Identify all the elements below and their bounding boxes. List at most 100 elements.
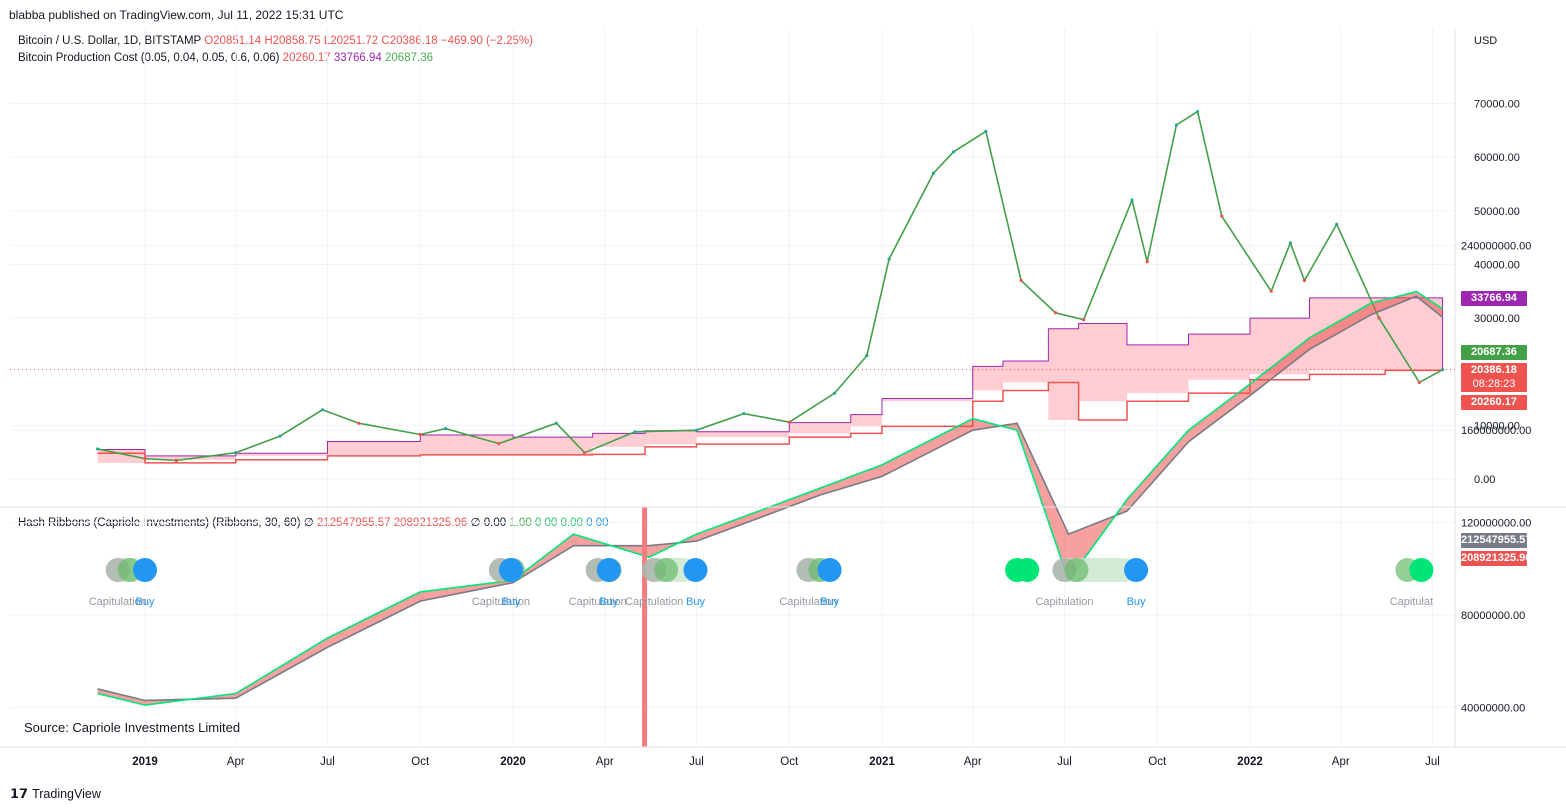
price-tick-label: 40000.00 <box>1474 259 1520 271</box>
grid-lines <box>10 28 1455 747</box>
hash-tick-label: 80000000.00 <box>1461 610 1525 622</box>
time-tick-label: 2019 <box>132 756 158 768</box>
price-point <box>1130 198 1134 202</box>
change-value: −469.90 (−2.25%) <box>440 35 533 47</box>
pc-value-low: 20260.17 <box>282 52 331 64</box>
time-tick-label: 2022 <box>1237 756 1263 768</box>
time-tick-label: 2021 <box>869 756 895 768</box>
price-tick-label: 0.00 <box>1474 474 1495 486</box>
pc-high-tag: 33766.94 <box>1461 291 1527 306</box>
price-point <box>742 411 746 416</box>
capitulation-label: Capitulation <box>472 596 530 608</box>
time-tick-label: Oct <box>411 756 430 768</box>
price-line <box>97 110 1443 462</box>
pc-mid-tag: 20687.36 <box>1461 345 1527 360</box>
time-tick-label: Apr <box>964 756 982 768</box>
price-tick-label: 30000.00 <box>1474 313 1520 325</box>
signal-green-dot <box>1409 558 1434 582</box>
price-point <box>887 257 891 261</box>
symbol-label[interactable]: Bitcoin / U.S. Dollar, 1D, BITSTAMP <box>18 35 201 47</box>
price-point <box>984 129 988 134</box>
buy-label: Buy <box>501 596 520 608</box>
time-tick-label: Jul <box>320 756 335 768</box>
recovery-dot <box>1064 558 1089 582</box>
signal-green-dot <box>1015 558 1040 582</box>
buy-dot <box>133 558 157 582</box>
last-price-tag: 20386.18 <box>1461 363 1527 378</box>
tradingview-brand: TradingView <box>32 787 101 801</box>
hash-slow-tag: 208921325.96 <box>1461 551 1532 566</box>
price-point <box>554 421 558 425</box>
time-tick-label: Apr <box>227 756 245 768</box>
buy-label: Buy <box>820 596 839 608</box>
price-point <box>833 391 837 395</box>
price-point <box>1220 214 1224 218</box>
capitulation-label: Capitulat <box>1390 596 1433 608</box>
price-point <box>1053 311 1058 315</box>
price-point <box>418 432 422 437</box>
time-tick-label: Jul <box>1425 756 1440 768</box>
price-point <box>1269 289 1273 293</box>
countdown-tag: 08:28:23 <box>1461 377 1527 392</box>
price-point <box>1377 316 1381 320</box>
open-value: O20851.14 <box>204 35 262 47</box>
production-cost-area <box>97 297 1444 464</box>
capitulation-label: Capitulation <box>569 596 627 608</box>
price-series <box>96 109 1445 463</box>
price-point <box>1174 123 1179 127</box>
price-point <box>96 447 100 451</box>
price-point <box>633 430 637 434</box>
hash-ribbons-area <box>97 290 1444 706</box>
production-cost-fill <box>97 297 1443 463</box>
price-point <box>1417 380 1421 385</box>
capitulation-label: Capitulation <box>89 596 147 608</box>
price-point <box>1335 222 1339 226</box>
hash-tick-label: 240000000.00 <box>1461 240 1531 252</box>
fast-ribbon-line <box>97 290 1444 706</box>
price-tick-label: 70000.00 <box>1474 99 1520 111</box>
price-point <box>1288 241 1292 245</box>
price-tick-label: 60000.00 <box>1474 152 1520 164</box>
low-value: L20251.72 <box>323 35 379 47</box>
price-point <box>1195 109 1200 114</box>
tradingview-logo-icon: 𝟭𝟳 <box>10 786 29 801</box>
price-point <box>143 457 147 461</box>
pc-value-high: 33766.94 <box>333 52 382 64</box>
time-tick-label: Apr <box>1332 756 1350 768</box>
buy-dot <box>683 558 708 582</box>
price-point <box>174 458 178 463</box>
axes: 70000.00 60000.00 50000.00 40000.00 30000.00… <box>0 28 1566 768</box>
price-point <box>931 171 936 175</box>
production-cost-upper-line <box>97 297 1444 457</box>
price-tick-label: 10000.00 <box>1474 420 1520 432</box>
buy-label: Buy <box>1127 596 1146 608</box>
time-tick-label: Jul <box>689 756 704 768</box>
price-point <box>1082 318 1086 322</box>
production-cost-name[interactable]: Bitcoin Production Cost (0.05, 0.04, 0.0… <box>18 52 280 64</box>
hash-fast-tag: 212547955.57 <box>1461 533 1532 548</box>
capitulation-label: Capitulation <box>1035 596 1093 608</box>
currency-label: USD <box>1474 35 1497 47</box>
price-point <box>320 408 325 412</box>
buy-dot <box>596 558 621 582</box>
hash-tick-label: 160000000.00 <box>1461 425 1531 437</box>
price-point <box>1019 278 1023 283</box>
price-point <box>787 420 791 424</box>
buy-dot <box>817 558 842 582</box>
halving-marker <box>642 507 648 747</box>
production-cost-lower-line <box>97 369 1443 464</box>
capitulation-label: Capitulation <box>779 596 837 608</box>
buy-dot <box>1124 558 1149 582</box>
hash-tick-label: 40000000.00 <box>1461 702 1525 714</box>
buy-label: Buy <box>686 596 705 608</box>
price-point <box>278 434 282 438</box>
time-tick-label: Oct <box>1148 756 1167 768</box>
pc-low-tag: 20260.17 <box>1461 395 1527 410</box>
hash-tick-label: 120000000.00 <box>1461 518 1531 530</box>
price-point <box>357 421 361 425</box>
price-point <box>694 428 699 432</box>
tradingview-footer[interactable]: 𝟭𝟳 TradingView <box>10 786 101 802</box>
time-tick-label: Jul <box>1057 756 1072 768</box>
